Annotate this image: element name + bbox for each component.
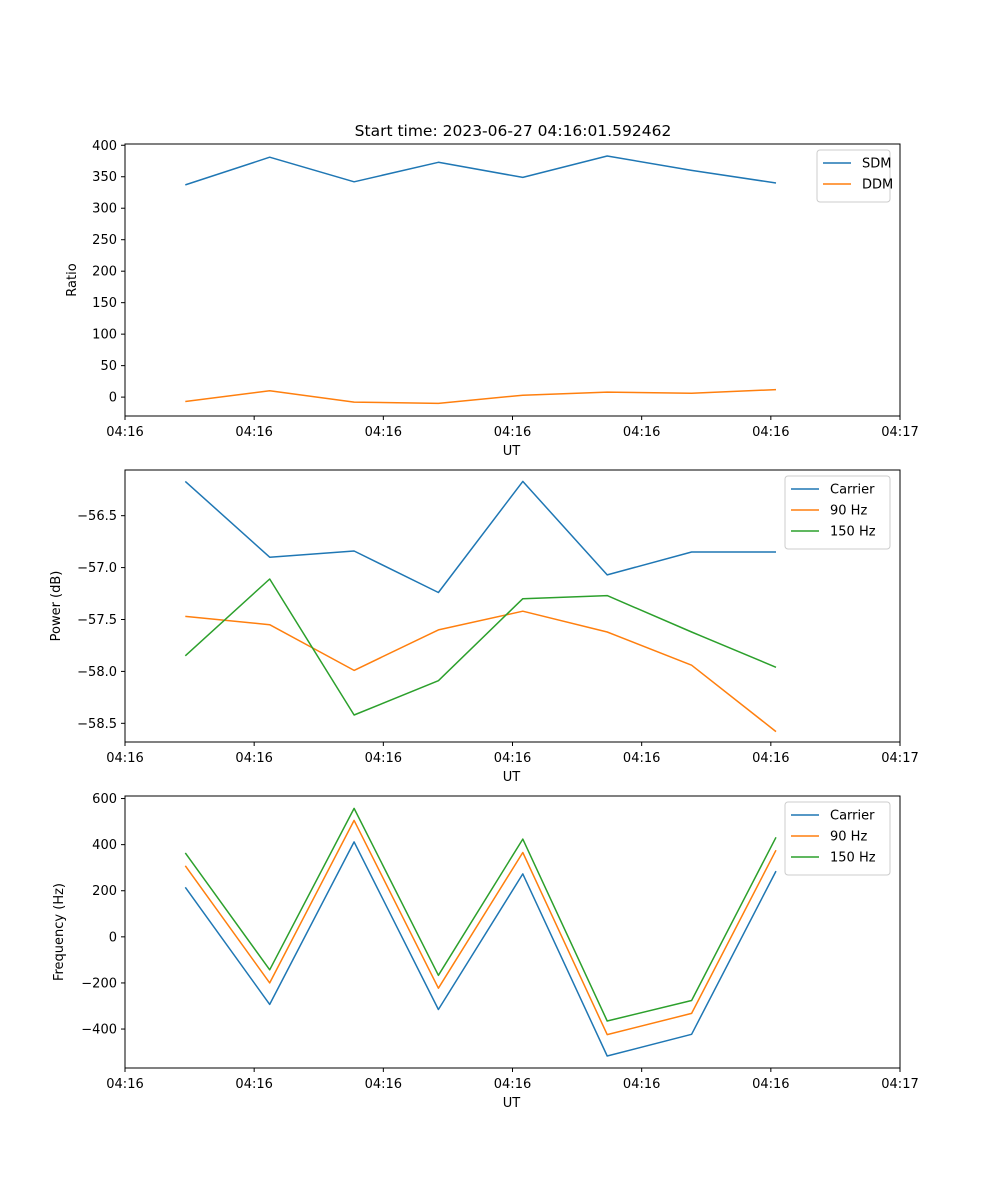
x-tick-label: 04:17 [881, 425, 918, 440]
y-tick-label: 300 [92, 202, 117, 217]
y-tick-label: 0 [109, 930, 117, 945]
y-tick-label: 350 [92, 170, 117, 185]
series-line-150-hz [184, 807, 777, 1022]
legend-label-90-hz: 90 Hz [830, 504, 867, 519]
x-tick-label: 04:16 [623, 425, 660, 440]
x-tick-label: 04:16 [494, 1077, 531, 1092]
x-tick-label: 04:16 [106, 751, 143, 766]
y-tick-label: 400 [92, 139, 117, 154]
y-tick-label: 0 [109, 391, 117, 406]
x-axis-label: UT [503, 770, 521, 785]
y-tick-label: −400 [81, 1023, 117, 1038]
x-tick-label: 04:16 [623, 1077, 660, 1092]
x-tick-label: 04:16 [235, 1077, 272, 1092]
legend-label-carrier: Carrier [830, 483, 875, 498]
x-tick-label: 04:17 [881, 1077, 918, 1092]
axes-frame [124, 143, 901, 417]
y-tick-label: 600 [92, 792, 117, 807]
axes-frame [124, 469, 901, 743]
x-tick-label: 04:16 [106, 425, 143, 440]
series-line-150-hz [184, 578, 777, 716]
x-tick-label: 04:16 [365, 1077, 402, 1092]
x-axis-label: UT [503, 1096, 521, 1111]
legend: Carrier 90 Hz 150 Hz [784, 801, 891, 876]
x-tick-label: 04:16 [365, 425, 402, 440]
y-tick-label: −58.0 [77, 665, 117, 680]
plot-frequency: 04:16 04:16 04:16 04:16 04:16 04:16 04:17 600 40… [52, 792, 919, 1111]
x-tick-label: 04:16 [494, 751, 531, 766]
y-tick-label: −58.5 [77, 717, 117, 732]
y-tick-label: 50 [100, 359, 117, 374]
chart-title: Start time: 2023-06-27 04:16:01.592462 [355, 122, 672, 140]
x-tick-label: 04:16 [752, 1077, 789, 1092]
legend: SDM DDM [816, 149, 893, 203]
plot-power: 04:16 04:16 04:16 04:16 04:16 04:16 04:17 −56.5… [49, 469, 919, 785]
y-tick-label: −57.5 [77, 613, 117, 628]
x-tick-label: 04:16 [365, 751, 402, 766]
legend-label-ddm: DDM [862, 178, 893, 193]
x-tick-label: 04:16 [752, 425, 789, 440]
y-tick-label: 200 [92, 265, 117, 280]
y-tick-label: 200 [92, 884, 117, 899]
x-axis-label: UT [503, 444, 521, 459]
x-tick-label: 04:17 [881, 751, 918, 766]
y-axis-label: Frequency (Hz) [52, 883, 67, 981]
series-line-90-hz [184, 819, 777, 1036]
legend-label-150-hz: 150 Hz [830, 851, 876, 866]
x-tick-label: 04:16 [235, 425, 272, 440]
series-line-sdm [185, 155, 777, 186]
y-tick-label: 100 [92, 328, 117, 343]
x-tick-label: 04:16 [752, 751, 789, 766]
legend-label-90-hz: 90 Hz [830, 830, 867, 845]
legend-label-carrier: Carrier [830, 809, 875, 824]
y-tick-label: 150 [92, 296, 117, 311]
y-tick-label: −56.5 [77, 509, 117, 524]
legend-label-sdm: SDM [862, 157, 891, 172]
legend: Carrier 90 Hz 150 Hz [784, 475, 891, 550]
x-tick-label: 04:16 [494, 425, 531, 440]
x-tick-label: 04:16 [106, 1077, 143, 1092]
y-tick-label: 250 [92, 233, 117, 248]
x-tick-label: 04:16 [623, 751, 660, 766]
y-axis-label: Power (dB) [49, 571, 64, 642]
series-line-90-hz [185, 610, 777, 733]
series-line-carrier [184, 841, 777, 1057]
y-tick-label: −200 [81, 976, 117, 991]
y-tick-label: −57.0 [77, 561, 117, 576]
x-tick-label: 04:16 [235, 751, 272, 766]
legend-label-150-hz: 150 Hz [830, 525, 876, 540]
axes-frame [124, 795, 901, 1069]
series-line-ddm [185, 388, 777, 405]
y-tick-label: 400 [92, 838, 117, 853]
y-axis-label: Ratio [65, 263, 80, 296]
series-line-carrier [184, 480, 776, 594]
plot-ratio: 04:16 04:16 04:16 04:16 04:16 04:16 04:17 400 35… [65, 139, 919, 459]
